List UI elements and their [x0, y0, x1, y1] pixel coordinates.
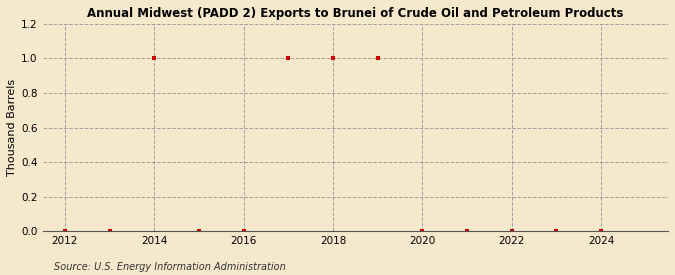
Text: Source: U.S. Energy Information Administration: Source: U.S. Energy Information Administ… [54, 262, 286, 272]
Title: Annual Midwest (PADD 2) Exports to Brunei of Crude Oil and Petroleum Products: Annual Midwest (PADD 2) Exports to Brune… [87, 7, 624, 20]
Y-axis label: Thousand Barrels: Thousand Barrels [7, 79, 17, 176]
